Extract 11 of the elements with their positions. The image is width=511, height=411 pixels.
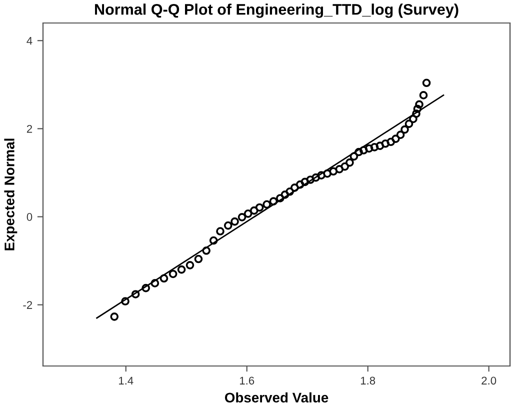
x-tick-label: 1.8 [360,376,376,385]
chart-title: Normal Q-Q Plot of Engineering_TTD_log (Survey) [95,4,458,18]
y-tick-label: -2 [23,301,32,309]
y-axis-title: Expected Normal [4,138,18,250]
y-tick-label: 0 [26,213,32,221]
x-tick-label: 1.6 [240,376,254,385]
x-axis-title: Observed Value [224,392,328,403]
y-tick-label: 2 [26,124,32,133]
x-tick-label: 1.4 [119,376,134,384]
x-tick-label: 2.0 [482,376,496,385]
y-tick-label: 4 [26,36,32,45]
